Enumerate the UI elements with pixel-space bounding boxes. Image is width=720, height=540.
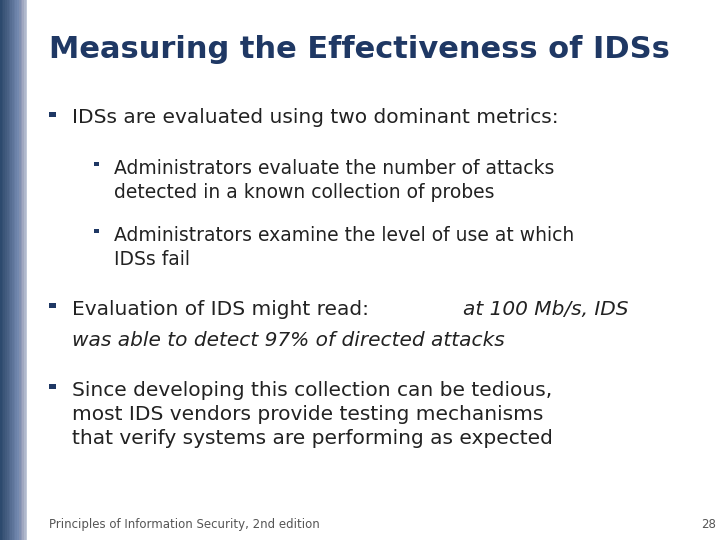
Text: IDSs are evaluated using two dominant metrics:: IDSs are evaluated using two dominant me… (72, 108, 559, 127)
Bar (14, 0, 15, 540)
Text: Since developing this collection can be tedious,
most IDS vendors provide testin: Since developing this collection can be … (72, 381, 553, 448)
Text: Administrators evaluate the number of attacks
detected in a known collection of : Administrators evaluate the number of at… (114, 159, 554, 202)
Bar (22, 0, 24, 540)
Bar (9, 0, 10, 540)
Bar (15, 0, 17, 540)
Text: Measuring the Effectiveness of IDSs: Measuring the Effectiveness of IDSs (49, 35, 670, 64)
Bar (24, 0, 26, 540)
Bar (26, 0, 27, 540)
Bar (1, 0, 4, 540)
Bar (49, 303, 55, 308)
Bar (94, 162, 99, 166)
Text: 28: 28 (701, 518, 716, 531)
Bar (7, 0, 9, 540)
Bar (19, 0, 20, 540)
Bar (20, 0, 22, 540)
Text: at 100 Mb/s, IDS: at 100 Mb/s, IDS (464, 300, 629, 319)
Bar (0, 0, 1, 540)
Bar (4, 0, 5, 540)
Text: was able to detect 97% of directed attacks: was able to detect 97% of directed attac… (72, 331, 505, 350)
Bar (5, 0, 7, 540)
Bar (49, 384, 55, 389)
Bar (12, 0, 14, 540)
Bar (49, 111, 55, 117)
Bar (94, 229, 99, 233)
Text: Evaluation of IDS might read:: Evaluation of IDS might read: (72, 300, 375, 319)
Bar (10, 0, 12, 540)
Bar (17, 0, 19, 540)
Text: Administrators examine the level of use at which
IDSs fail: Administrators examine the level of use … (114, 226, 574, 269)
Text: Principles of Information Security, 2nd edition: Principles of Information Security, 2nd … (49, 518, 320, 531)
